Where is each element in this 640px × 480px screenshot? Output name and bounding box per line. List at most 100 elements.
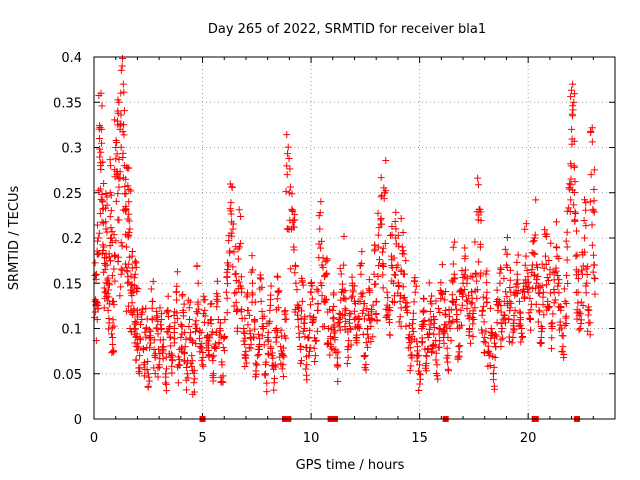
data-point — [283, 162, 291, 170]
data-point — [120, 88, 128, 96]
data-point — [531, 231, 539, 239]
data-point — [363, 330, 371, 338]
data-point — [94, 237, 102, 245]
data-point — [447, 337, 455, 345]
data-point — [141, 359, 149, 367]
data-point — [462, 296, 470, 304]
data-point — [132, 319, 140, 327]
data-point — [449, 260, 457, 268]
data-point — [586, 198, 594, 206]
data-point — [289, 216, 297, 224]
data-point — [307, 288, 315, 296]
data-point — [549, 268, 557, 276]
y-tick-label: 0.2 — [61, 232, 82, 247]
data-point — [128, 264, 136, 272]
data-point — [164, 292, 172, 300]
data-point — [542, 260, 550, 268]
data-point — [206, 316, 214, 324]
data-point — [425, 279, 433, 287]
data-point — [281, 332, 289, 340]
data-point — [444, 358, 452, 366]
data-point — [465, 292, 473, 300]
data-point — [508, 339, 516, 347]
data-point — [412, 282, 420, 290]
data-point — [122, 205, 130, 213]
data-point — [379, 263, 387, 271]
data-point — [572, 209, 580, 217]
data-point — [559, 343, 567, 351]
data-point — [261, 371, 269, 379]
data-point — [322, 258, 330, 266]
data-point — [179, 309, 187, 317]
data-point — [172, 288, 180, 296]
data-point — [102, 218, 110, 226]
data-point — [277, 326, 285, 334]
data-point — [108, 272, 116, 280]
data-point — [177, 344, 185, 352]
data-point — [330, 303, 338, 311]
data-point — [535, 308, 543, 316]
data-point — [230, 248, 238, 256]
data-point — [105, 314, 113, 322]
data-point — [326, 335, 334, 343]
data-point — [110, 231, 118, 239]
data-point — [513, 258, 521, 266]
data-point — [483, 299, 491, 307]
data-point — [581, 248, 589, 256]
data-point — [372, 310, 380, 318]
data-point — [497, 302, 505, 310]
data-point — [388, 222, 396, 230]
data-point — [379, 271, 387, 279]
data-point — [451, 274, 459, 282]
data-point — [453, 310, 461, 318]
data-point — [570, 163, 578, 171]
data-point — [578, 266, 586, 274]
data-point — [201, 312, 209, 320]
data-point — [422, 352, 430, 360]
data-point — [251, 298, 259, 306]
data-point — [579, 302, 587, 310]
chart-title: Day 265 of 2022, SRMTID for receiver bla… — [208, 22, 486, 37]
data-point — [567, 93, 575, 101]
data-point — [469, 307, 477, 315]
data-point — [539, 293, 547, 301]
data-point — [382, 157, 390, 165]
data-point — [284, 143, 292, 151]
data-point — [176, 356, 184, 364]
data-point — [258, 332, 266, 340]
data-point — [209, 377, 217, 385]
data-point — [194, 279, 202, 287]
data-point — [481, 334, 489, 342]
data-point — [391, 218, 399, 226]
data-point — [443, 344, 451, 352]
data-point — [534, 289, 542, 297]
data-point — [571, 90, 579, 98]
data-point — [298, 297, 306, 305]
data-point — [219, 372, 227, 380]
data-point — [531, 272, 539, 280]
data-point — [247, 340, 255, 348]
data-point — [303, 371, 311, 379]
data-point — [297, 345, 305, 353]
data-point — [354, 313, 362, 321]
data-point — [124, 302, 132, 310]
data-point — [262, 360, 270, 368]
data-point — [240, 330, 248, 338]
data-point — [429, 341, 437, 349]
data-point — [117, 265, 125, 273]
data-point — [331, 336, 339, 344]
data-point — [140, 372, 148, 380]
data-point — [563, 256, 571, 264]
data-point — [462, 266, 470, 274]
data-point — [473, 286, 481, 294]
data-point — [483, 267, 491, 275]
data-point — [416, 380, 424, 388]
data-point — [121, 182, 129, 190]
data-point — [144, 370, 152, 378]
data-point — [432, 297, 440, 305]
data-point — [237, 273, 245, 281]
y-tick-label: 0.3 — [61, 142, 82, 157]
data-point — [359, 309, 367, 317]
data-point — [590, 197, 598, 205]
